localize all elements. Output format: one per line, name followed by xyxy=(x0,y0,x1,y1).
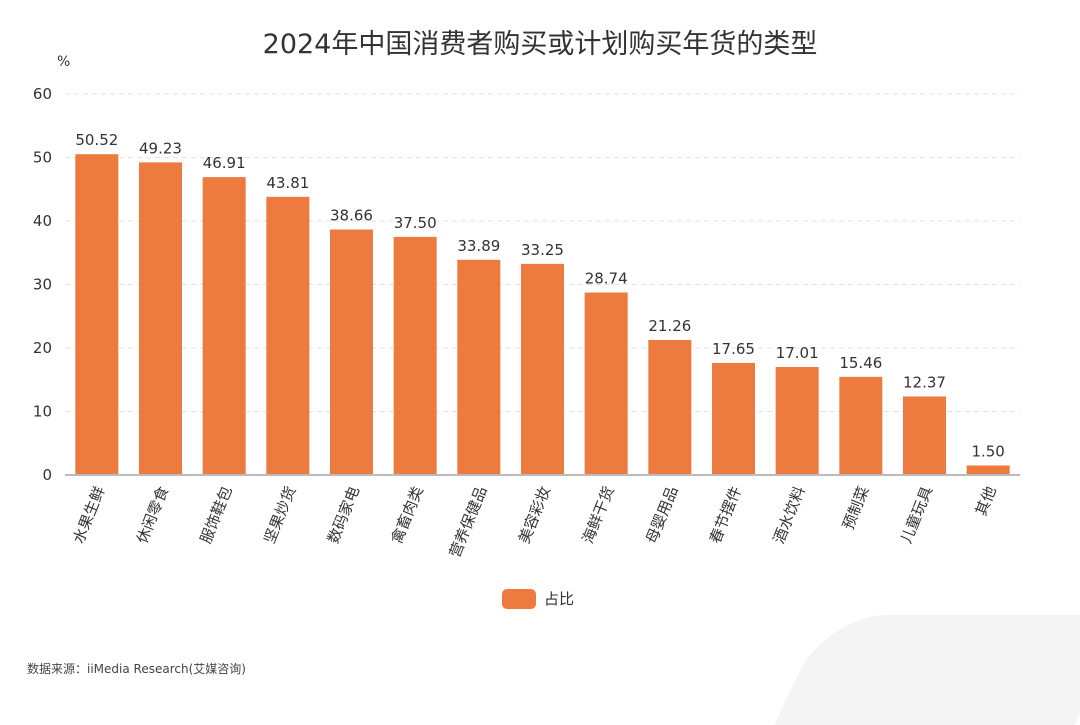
x-tick-label: 其他 xyxy=(972,484,1000,519)
x-tick-label: 水果生鲜 xyxy=(69,484,108,546)
y-axis-unit: % xyxy=(57,54,71,70)
x-tick-label: 儿童玩具 xyxy=(897,484,936,546)
data-label: 49.23 xyxy=(139,139,182,157)
y-tick-label: 60 xyxy=(33,85,52,103)
data-label: 50.52 xyxy=(75,131,118,149)
bar xyxy=(648,339,692,475)
bar-chart: 0 10 20 30 40 50 60 50.52 水果生鲜 49.23 休闲零食 46.91 服饰鞋包… xyxy=(33,85,1020,560)
bar xyxy=(393,236,437,475)
x-tick-label: 数码家电 xyxy=(324,484,363,546)
bar xyxy=(139,162,182,475)
bar xyxy=(457,259,501,475)
data-label: 21.26 xyxy=(648,317,691,335)
legend-label: 占比 xyxy=(544,590,575,608)
chart-title: 2024年中国消费者购买或计划购买年货的类型 xyxy=(262,29,818,60)
data-label: 33.89 xyxy=(457,237,500,255)
x-tick-label: 服饰鞋包 xyxy=(197,484,236,546)
data-label: 37.50 xyxy=(394,214,437,232)
bar xyxy=(202,177,246,475)
data-label: 33.25 xyxy=(521,241,564,259)
data-label: 28.74 xyxy=(585,270,628,288)
data-label: 1.50 xyxy=(971,442,1004,460)
data-label: 17.01 xyxy=(776,344,819,362)
data-label: 15.46 xyxy=(839,354,882,372)
bar xyxy=(330,229,373,475)
x-tick-label: 母婴用品 xyxy=(642,484,681,546)
x-tick-label: 美容彩妆 xyxy=(515,484,554,546)
data-label: 12.37 xyxy=(903,373,946,391)
data-source: 数据来源：iiMedia Research(艾媒咨询) xyxy=(27,662,246,676)
y-tick-label: 10 xyxy=(33,403,52,421)
y-tick-label: 30 xyxy=(33,276,52,294)
x-tick-label: 海鲜干货 xyxy=(579,484,618,546)
bar xyxy=(839,376,883,475)
x-tick-label: 坚果炒货 xyxy=(260,484,299,546)
data-label: 46.91 xyxy=(203,154,246,172)
bar xyxy=(903,396,946,475)
legend-swatch xyxy=(502,588,536,609)
y-tick-label: 0 xyxy=(42,466,52,484)
x-tick-label: 预制菜 xyxy=(839,484,873,532)
bar xyxy=(75,154,119,475)
x-tick-label: 酒水饮料 xyxy=(770,484,809,546)
bar xyxy=(966,465,1010,475)
x-tick-label: 禽畜肉类 xyxy=(388,484,427,546)
x-tick-label: 营养保健品 xyxy=(446,484,491,560)
bar xyxy=(775,366,819,475)
bar xyxy=(584,292,628,475)
y-tick-label: 40 xyxy=(33,212,52,230)
bar xyxy=(266,196,310,475)
bar xyxy=(712,362,755,475)
y-tick-label: 50 xyxy=(33,149,52,167)
data-label: 17.65 xyxy=(712,340,755,358)
y-tick-label: 20 xyxy=(33,339,52,357)
x-tick-label: 休闲零食 xyxy=(133,484,172,546)
bar xyxy=(521,263,564,475)
x-tick-label: 春节摆件 xyxy=(706,484,745,546)
data-label: 38.66 xyxy=(330,207,373,225)
legend[interactable]: 占比 xyxy=(502,588,574,609)
data-label: 43.81 xyxy=(266,174,309,192)
